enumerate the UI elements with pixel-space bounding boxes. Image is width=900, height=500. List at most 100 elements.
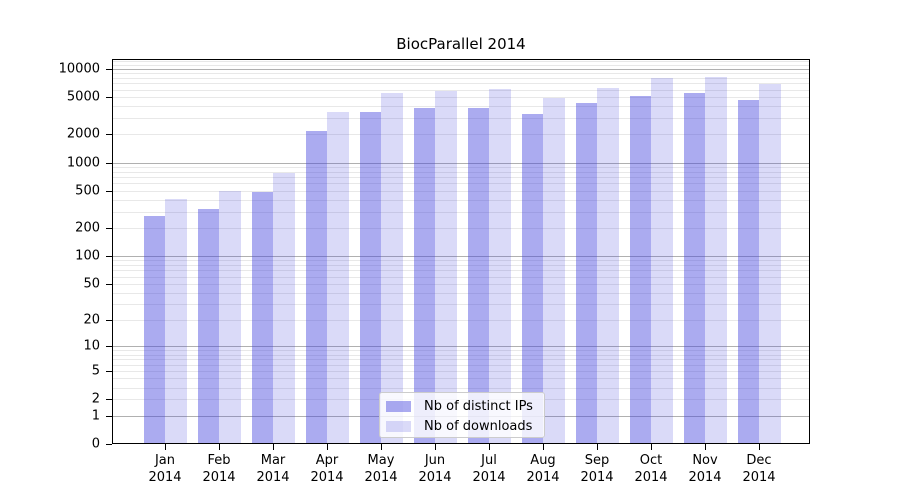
x-tick-label: Nov 2014: [675, 452, 735, 486]
y-tick-mark: [106, 320, 112, 321]
gridline-major: [113, 346, 809, 348]
x-tick-label-year: 2014: [418, 470, 452, 485]
gridline-minor: [113, 97, 809, 98]
x-tick-label-month: Nov: [692, 453, 718, 468]
x-tick-label: Apr 2014: [297, 452, 357, 486]
y-tick-mark: [106, 134, 112, 136]
gridline-minor: [113, 270, 809, 272]
bar-downloads-nov: [705, 76, 727, 443]
x-tick-mark: [543, 444, 544, 450]
x-tick-label-month: Dec: [746, 453, 772, 468]
x-tick-label-year: 2014: [472, 470, 506, 485]
gridline-minor: [113, 283, 809, 285]
gridline-minor: [113, 117, 809, 119]
gridline-minor: [113, 371, 809, 372]
gridline-minor: [113, 211, 809, 213]
bar-downloads-mar: [273, 173, 295, 443]
x-tick-mark: [435, 444, 436, 450]
bar-downloads-oct: [651, 78, 673, 443]
x-tick-label-year: 2014: [526, 470, 560, 485]
bar-distinct-ips-dec: [737, 100, 759, 443]
gridline-minor: [113, 228, 809, 229]
y-tick-mark: [106, 68, 112, 70]
y-tick-label: 200: [75, 220, 100, 236]
y-tick-mark: [106, 256, 112, 257]
bar-distinct-ips-apr: [305, 130, 327, 443]
gridline-minor: [113, 304, 809, 306]
gridline-minor: [113, 83, 809, 85]
y-tick-mark: [106, 346, 112, 348]
gridline-major: [113, 68, 809, 70]
gridline-major: [113, 256, 809, 257]
y-tick-mark: [106, 399, 112, 401]
gridline-minor: [113, 320, 809, 321]
x-tick-label-year: 2014: [634, 470, 668, 485]
y-tick-label: 20: [83, 312, 100, 328]
x-tick-label-year: 2014: [364, 470, 398, 485]
gridline-minor: [113, 190, 809, 192]
gridline-minor: [113, 177, 809, 179]
bar-distinct-ips-jul: [467, 108, 489, 443]
y-tick-label: 50: [83, 276, 100, 292]
bar-downloads-apr: [327, 111, 349, 443]
x-tick-label-year: 2014: [256, 470, 290, 485]
x-tick-label: Dec 2014: [729, 452, 789, 486]
y-tick-label: 1000: [66, 155, 100, 171]
bar-distinct-ips-oct: [629, 96, 651, 443]
x-tick-label: Mar 2014: [243, 452, 303, 486]
gridline-minor: [113, 106, 809, 108]
gridline-minor: [113, 387, 809, 389]
x-tick-mark: [759, 444, 760, 450]
bar-distinct-ips-may: [359, 112, 381, 443]
legend: Nb of distinct IPs Nb of downloads: [379, 392, 545, 438]
legend-swatch-downloads: [386, 420, 411, 432]
bar-downloads-jun: [435, 91, 457, 443]
y-tick-label: 2000: [66, 126, 100, 142]
gridline-minor: [113, 134, 809, 136]
x-tick-label: Jun 2014: [405, 452, 465, 486]
gridline-major: [113, 162, 809, 164]
bar-downloads-jul: [489, 88, 511, 443]
gridline-minor: [113, 350, 809, 352]
gridline-minor: [113, 359, 809, 361]
gridline-minor: [113, 354, 809, 356]
legend-item: Nb of downloads: [386, 416, 538, 436]
x-tick-mark: [219, 444, 220, 450]
x-tick-label: Jul 2014: [459, 452, 519, 486]
y-tick-label: 10000: [58, 61, 100, 77]
y-tick-mark: [106, 162, 112, 164]
legend-label: Nb of distinct IPs: [424, 398, 533, 414]
x-tick-label: May 2014: [351, 452, 411, 486]
bar-downloads-feb: [219, 190, 241, 443]
x-tick-mark: [381, 444, 382, 450]
y-tick-mark: [106, 97, 112, 98]
y-tick-label: 2: [91, 391, 100, 407]
x-tick-label-year: 2014: [688, 470, 722, 485]
gridline-minor: [113, 61, 809, 63]
y-tick-mark: [106, 444, 112, 445]
x-tick-label-month: Jul: [481, 453, 497, 468]
y-tick-mark: [106, 371, 112, 372]
x-tick-label-year: 2014: [202, 470, 236, 485]
y-tick-label: 5: [91, 363, 100, 379]
legend-item: Nb of distinct IPs: [386, 396, 538, 416]
x-tick-mark: [705, 444, 706, 450]
x-tick-label: Oct 2014: [621, 452, 681, 486]
bar-distinct-ips-sep: [575, 102, 597, 443]
gridline-minor: [113, 89, 809, 91]
gridline-minor: [113, 292, 809, 294]
x-tick-label-month: Aug: [530, 453, 556, 468]
x-tick-mark: [597, 444, 598, 450]
x-tick-label-month: Apr: [315, 453, 339, 468]
bar-distinct-ips-jan: [143, 215, 165, 443]
x-tick-label-month: Sep: [584, 453, 610, 468]
y-tick-label: 10: [83, 338, 100, 354]
x-tick-label-month: Oct: [639, 453, 663, 468]
gridline-minor: [113, 265, 809, 266]
x-tick-label-year: 2014: [580, 470, 614, 485]
x-tick-label: Aug 2014: [513, 452, 573, 486]
